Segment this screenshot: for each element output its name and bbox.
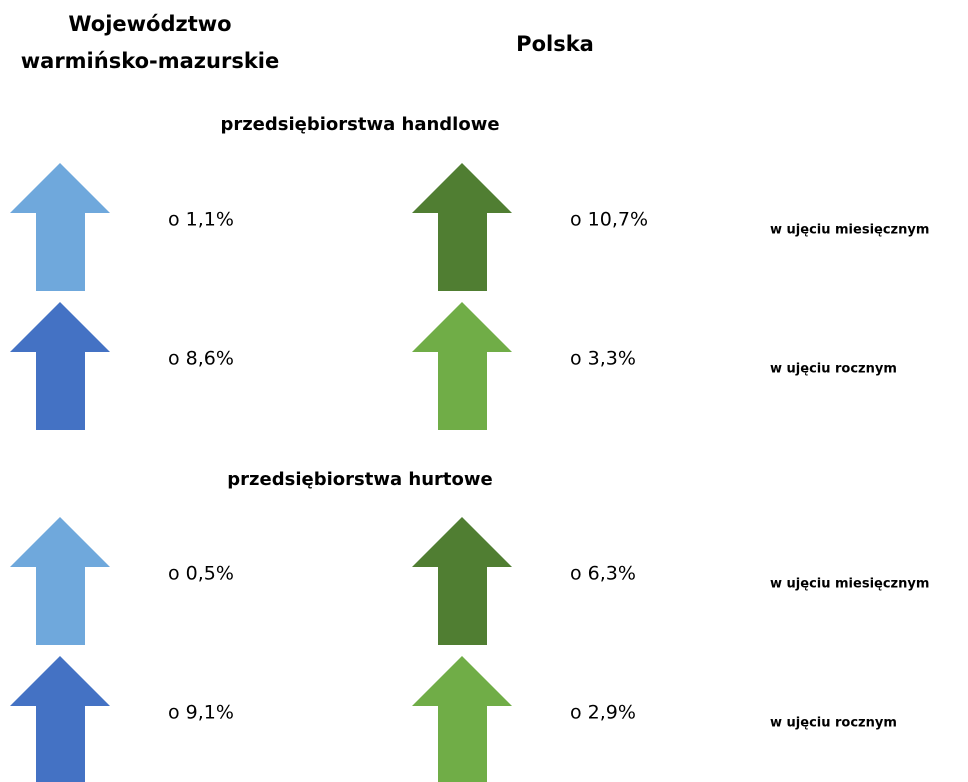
arrow-up (412, 656, 512, 782)
period-label: w ujęciu miesięcznym (770, 577, 929, 592)
region-value: o 0,5% (168, 563, 234, 585)
arrow-up (10, 163, 110, 291)
section-title: przedsiębiorstwa hurtowe (227, 469, 492, 490)
country-value: o 10,7% (570, 209, 648, 231)
region-value: o 8,6% (168, 348, 234, 370)
period-label: w ujęciu rocznym (770, 362, 897, 377)
arrow-up (10, 302, 110, 430)
period-label: w ujęciu rocznym (770, 716, 897, 731)
country-value: o 6,3% (570, 563, 636, 585)
region-header: Województwo (68, 12, 231, 36)
region-header: warmińsko-mazurskie (21, 49, 280, 73)
section-title: przedsiębiorstwa handlowe (220, 114, 499, 135)
region-value: o 9,1% (168, 702, 234, 724)
country-header: Polska (516, 32, 594, 56)
arrow-up (412, 302, 512, 430)
country-value: o 2,9% (570, 702, 636, 724)
arrow-up (412, 163, 512, 291)
arrow-up (10, 517, 110, 645)
region-value: o 1,1% (168, 209, 234, 231)
period-label: w ujęciu miesięcznym (770, 223, 929, 238)
arrow-up (412, 517, 512, 645)
country-value: o 3,3% (570, 348, 636, 370)
arrow-up (10, 656, 110, 782)
